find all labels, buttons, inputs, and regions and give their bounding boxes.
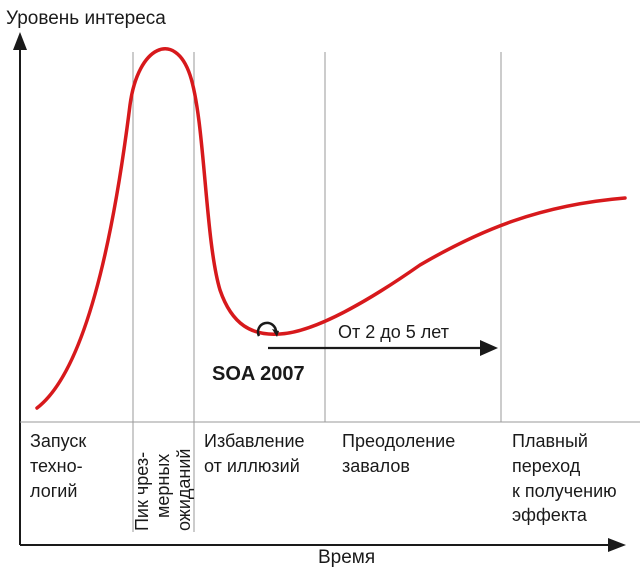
y-axis-label: Уровень интереса <box>6 8 166 29</box>
soa-marker: SOA 2007 <box>212 321 305 385</box>
soa-label: SOA 2007 <box>212 363 305 385</box>
circular-arrow-icon <box>256 321 278 337</box>
phase-label-line: Избавление <box>204 431 305 451</box>
phase-slope-of-enlightenment: Преодоление завалов <box>342 431 455 476</box>
phase-dividers <box>132 52 502 532</box>
hype-curve <box>35 47 627 410</box>
phase-label-line: ожиданий <box>174 449 194 531</box>
phase-label-line: Преодоление <box>342 431 455 451</box>
phase-label-line: техно- <box>30 456 83 476</box>
phase-label-line: от иллюзий <box>204 456 300 476</box>
x-axis-label: Время <box>318 547 375 568</box>
y-axis-arrowhead <box>13 32 27 50</box>
phase-label-line: Плавный <box>512 431 588 451</box>
phase-label-line: переход <box>512 456 581 476</box>
phase-label-line: мерных <box>153 454 173 518</box>
phase-peak-of-expectations: Пик чрез- мерных ожиданий <box>132 449 194 531</box>
duration-arrowhead <box>480 340 498 356</box>
phase-label-line: к получению <box>512 481 617 501</box>
duration-arrow: От 2 до 5 лет <box>268 322 498 356</box>
duration-label: От 2 до 5 лет <box>338 322 449 342</box>
phase-technology-trigger: Запуск техно- логий <box>30 431 86 501</box>
circular-arrow-head <box>272 329 279 337</box>
x-axis-arrowhead <box>608 538 626 552</box>
phase-label-line: логий <box>30 481 77 501</box>
phase-label-line: завалов <box>342 456 410 476</box>
phase-trough-of-disillusionment: Избавление от иллюзий <box>204 431 305 476</box>
phase-label-line: эффекта <box>512 505 588 525</box>
phase-label-line: Запуск <box>30 431 86 451</box>
phase-label-line: Пик чрез- <box>132 452 152 531</box>
phase-plateau-of-productivity: Плавный переход к получению эффекта <box>512 431 617 525</box>
